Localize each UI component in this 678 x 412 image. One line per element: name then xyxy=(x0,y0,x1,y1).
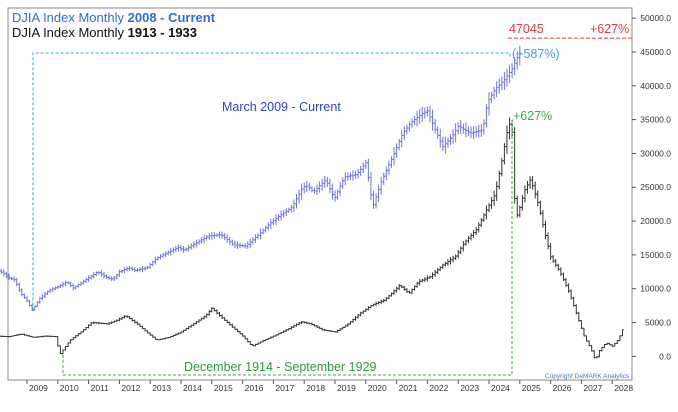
target-pct-label: +627% xyxy=(590,22,629,36)
axes: 50000.0 45000.0 40000.0 35000.0 30000.0 25000… xyxy=(7,7,671,393)
y-tick-label: 45000.0 xyxy=(640,47,671,57)
x-tick-label: 2021 xyxy=(399,383,418,393)
x-tick-label: 2023 xyxy=(460,383,479,393)
plot-frame xyxy=(7,7,633,381)
y-tick-label: 20000.0 xyxy=(640,216,671,226)
x-tick-label: 2016 xyxy=(245,383,264,393)
x-tick-label: 2024 xyxy=(491,383,510,393)
x-tick-label: 2010 xyxy=(60,383,79,393)
y-tick-label: 50000.0 xyxy=(640,13,671,23)
x-tick-label: 2026 xyxy=(553,383,572,393)
title-prefix: DJIA Index Monthly xyxy=(12,10,128,25)
historic-range-bracket xyxy=(62,119,513,376)
target-value-label: 47045 xyxy=(509,22,544,36)
x-tick-label: 2013 xyxy=(152,383,171,393)
x-tick-label: 2022 xyxy=(429,383,448,393)
title-background xyxy=(9,9,237,42)
title-period: 1913 - 1933 xyxy=(128,25,197,40)
historic-range-label: December 1914 - September 1929 xyxy=(184,360,377,374)
historic-gain-label: +627% xyxy=(513,109,552,123)
annotations: March 2009 - Current (+587%) December 1914… xyxy=(32,22,632,380)
y-tick-label: 0.0 xyxy=(659,351,671,361)
x-tick-label: 2028 xyxy=(614,383,633,393)
x-tick-label: 2020 xyxy=(368,383,387,393)
y-tick-label: 35000.0 xyxy=(640,115,671,125)
y-tick-label: 5000.0 xyxy=(645,318,671,328)
price-bars xyxy=(0,45,624,359)
x-tick-label: 2014 xyxy=(183,383,202,393)
x-tick-label: 2017 xyxy=(275,383,294,393)
title-prefix: DJIA Index Monthly xyxy=(12,25,128,40)
x-tick-label: 2015 xyxy=(214,383,233,393)
y-tick-label: 40000.0 xyxy=(640,81,671,91)
copyright-credit: Copyright DeMARK Analytics xyxy=(545,373,630,380)
title-line-recent: DJIA Index Monthly 2008 - Current xyxy=(12,10,216,25)
title-line-historic: DJIA Index Monthly 1913 - 1933 xyxy=(12,25,197,40)
x-tick-label: 2019 xyxy=(337,383,356,393)
x-tick-label: 2009 xyxy=(29,383,48,393)
recent-range-label: March 2009 - Current xyxy=(222,100,341,114)
x-tick-label: 2011 xyxy=(91,383,110,393)
title-period: 2008 - Current xyxy=(128,10,216,25)
x-tick-label: 2025 xyxy=(522,383,541,393)
y-tick-label: 30000.0 xyxy=(640,148,671,158)
x-tick-label: 2018 xyxy=(306,383,325,393)
x-tick-label: 2012 xyxy=(121,383,140,393)
y-tick-label: 25000.0 xyxy=(640,182,671,192)
x-tick-label: 2027 xyxy=(583,383,602,393)
recent-gain-label: (+587%) xyxy=(512,47,560,61)
y-tick-label: 10000.0 xyxy=(640,284,671,294)
recent-range-bracket xyxy=(32,52,511,311)
y-tick-label: 15000.0 xyxy=(640,250,671,260)
